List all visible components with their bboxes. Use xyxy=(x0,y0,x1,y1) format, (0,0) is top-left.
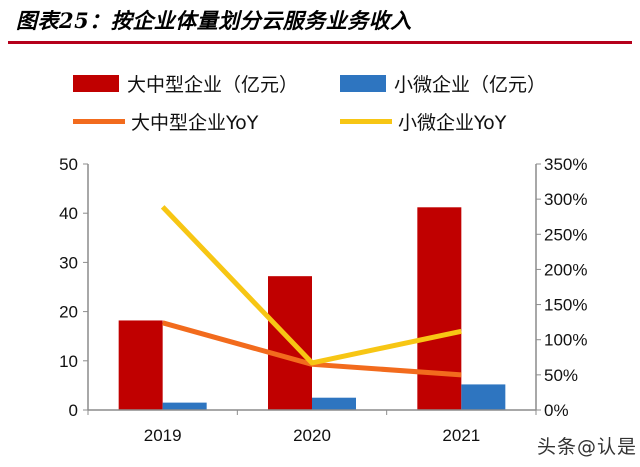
x-tick-label: 2021 xyxy=(442,426,480,445)
y-left-tick-label: 30 xyxy=(59,253,78,272)
y-left-tick-label: 10 xyxy=(59,352,78,371)
legend-label-large-revenue: 大中型企业（亿元） xyxy=(127,74,299,96)
legend-item-small-yoy: 小微企业YoY xyxy=(340,108,506,135)
x-tick-label: 2019 xyxy=(144,426,182,445)
legend-swatch-small-yoy xyxy=(340,119,392,124)
y-right-tick-label: 0% xyxy=(544,401,569,420)
y-left-tick-label: 40 xyxy=(59,204,78,223)
legend-item-large-yoy: 大中型企业YoY xyxy=(73,108,258,135)
y-left-tick-label: 0 xyxy=(69,401,78,420)
bar-large-2021 xyxy=(417,207,462,410)
y-right-tick-label: 50% xyxy=(544,366,578,385)
bar-small-2021 xyxy=(461,384,506,410)
legend-swatch-large-yoy xyxy=(73,119,125,124)
legend-label-small-yoy: 小微企业YoY xyxy=(398,112,507,134)
legend-item-small-revenue: 小微企业（亿元） xyxy=(340,70,546,97)
chart-title: 图表25：按企业体量划分云服务业务收入 xyxy=(16,8,412,33)
title-rule xyxy=(8,41,632,44)
series-line-large-yoy xyxy=(161,320,462,378)
bar-small-2020 xyxy=(312,397,356,410)
series-line-small-yoy xyxy=(160,205,462,366)
watermark: 头条@认是 xyxy=(537,436,638,458)
bar-large-2020 xyxy=(268,276,312,410)
bar-large-2019 xyxy=(118,320,163,410)
y-left-tick-label: 20 xyxy=(59,303,78,322)
legend-swatch-large-revenue xyxy=(73,75,119,92)
bar-small-2019 xyxy=(162,402,207,410)
y-right-tick-label: 150% xyxy=(544,296,587,315)
legend-item-large-revenue: 大中型企业（亿元） xyxy=(73,70,298,97)
legend-swatch-small-revenue xyxy=(340,75,386,92)
y-right-tick-label: 200% xyxy=(544,260,587,279)
legend-label-large-yoy: 大中型企业YoY xyxy=(131,112,259,134)
y-right-tick-label: 300% xyxy=(544,190,587,209)
legend-label-small-revenue: 小微企业（亿元） xyxy=(394,74,547,96)
x-tick-label: 2020 xyxy=(293,426,331,445)
y-right-tick-label: 350% xyxy=(544,155,587,174)
y-left-tick-label: 50 xyxy=(59,155,78,174)
y-right-tick-label: 100% xyxy=(544,331,587,350)
y-right-tick-label: 250% xyxy=(544,225,587,244)
